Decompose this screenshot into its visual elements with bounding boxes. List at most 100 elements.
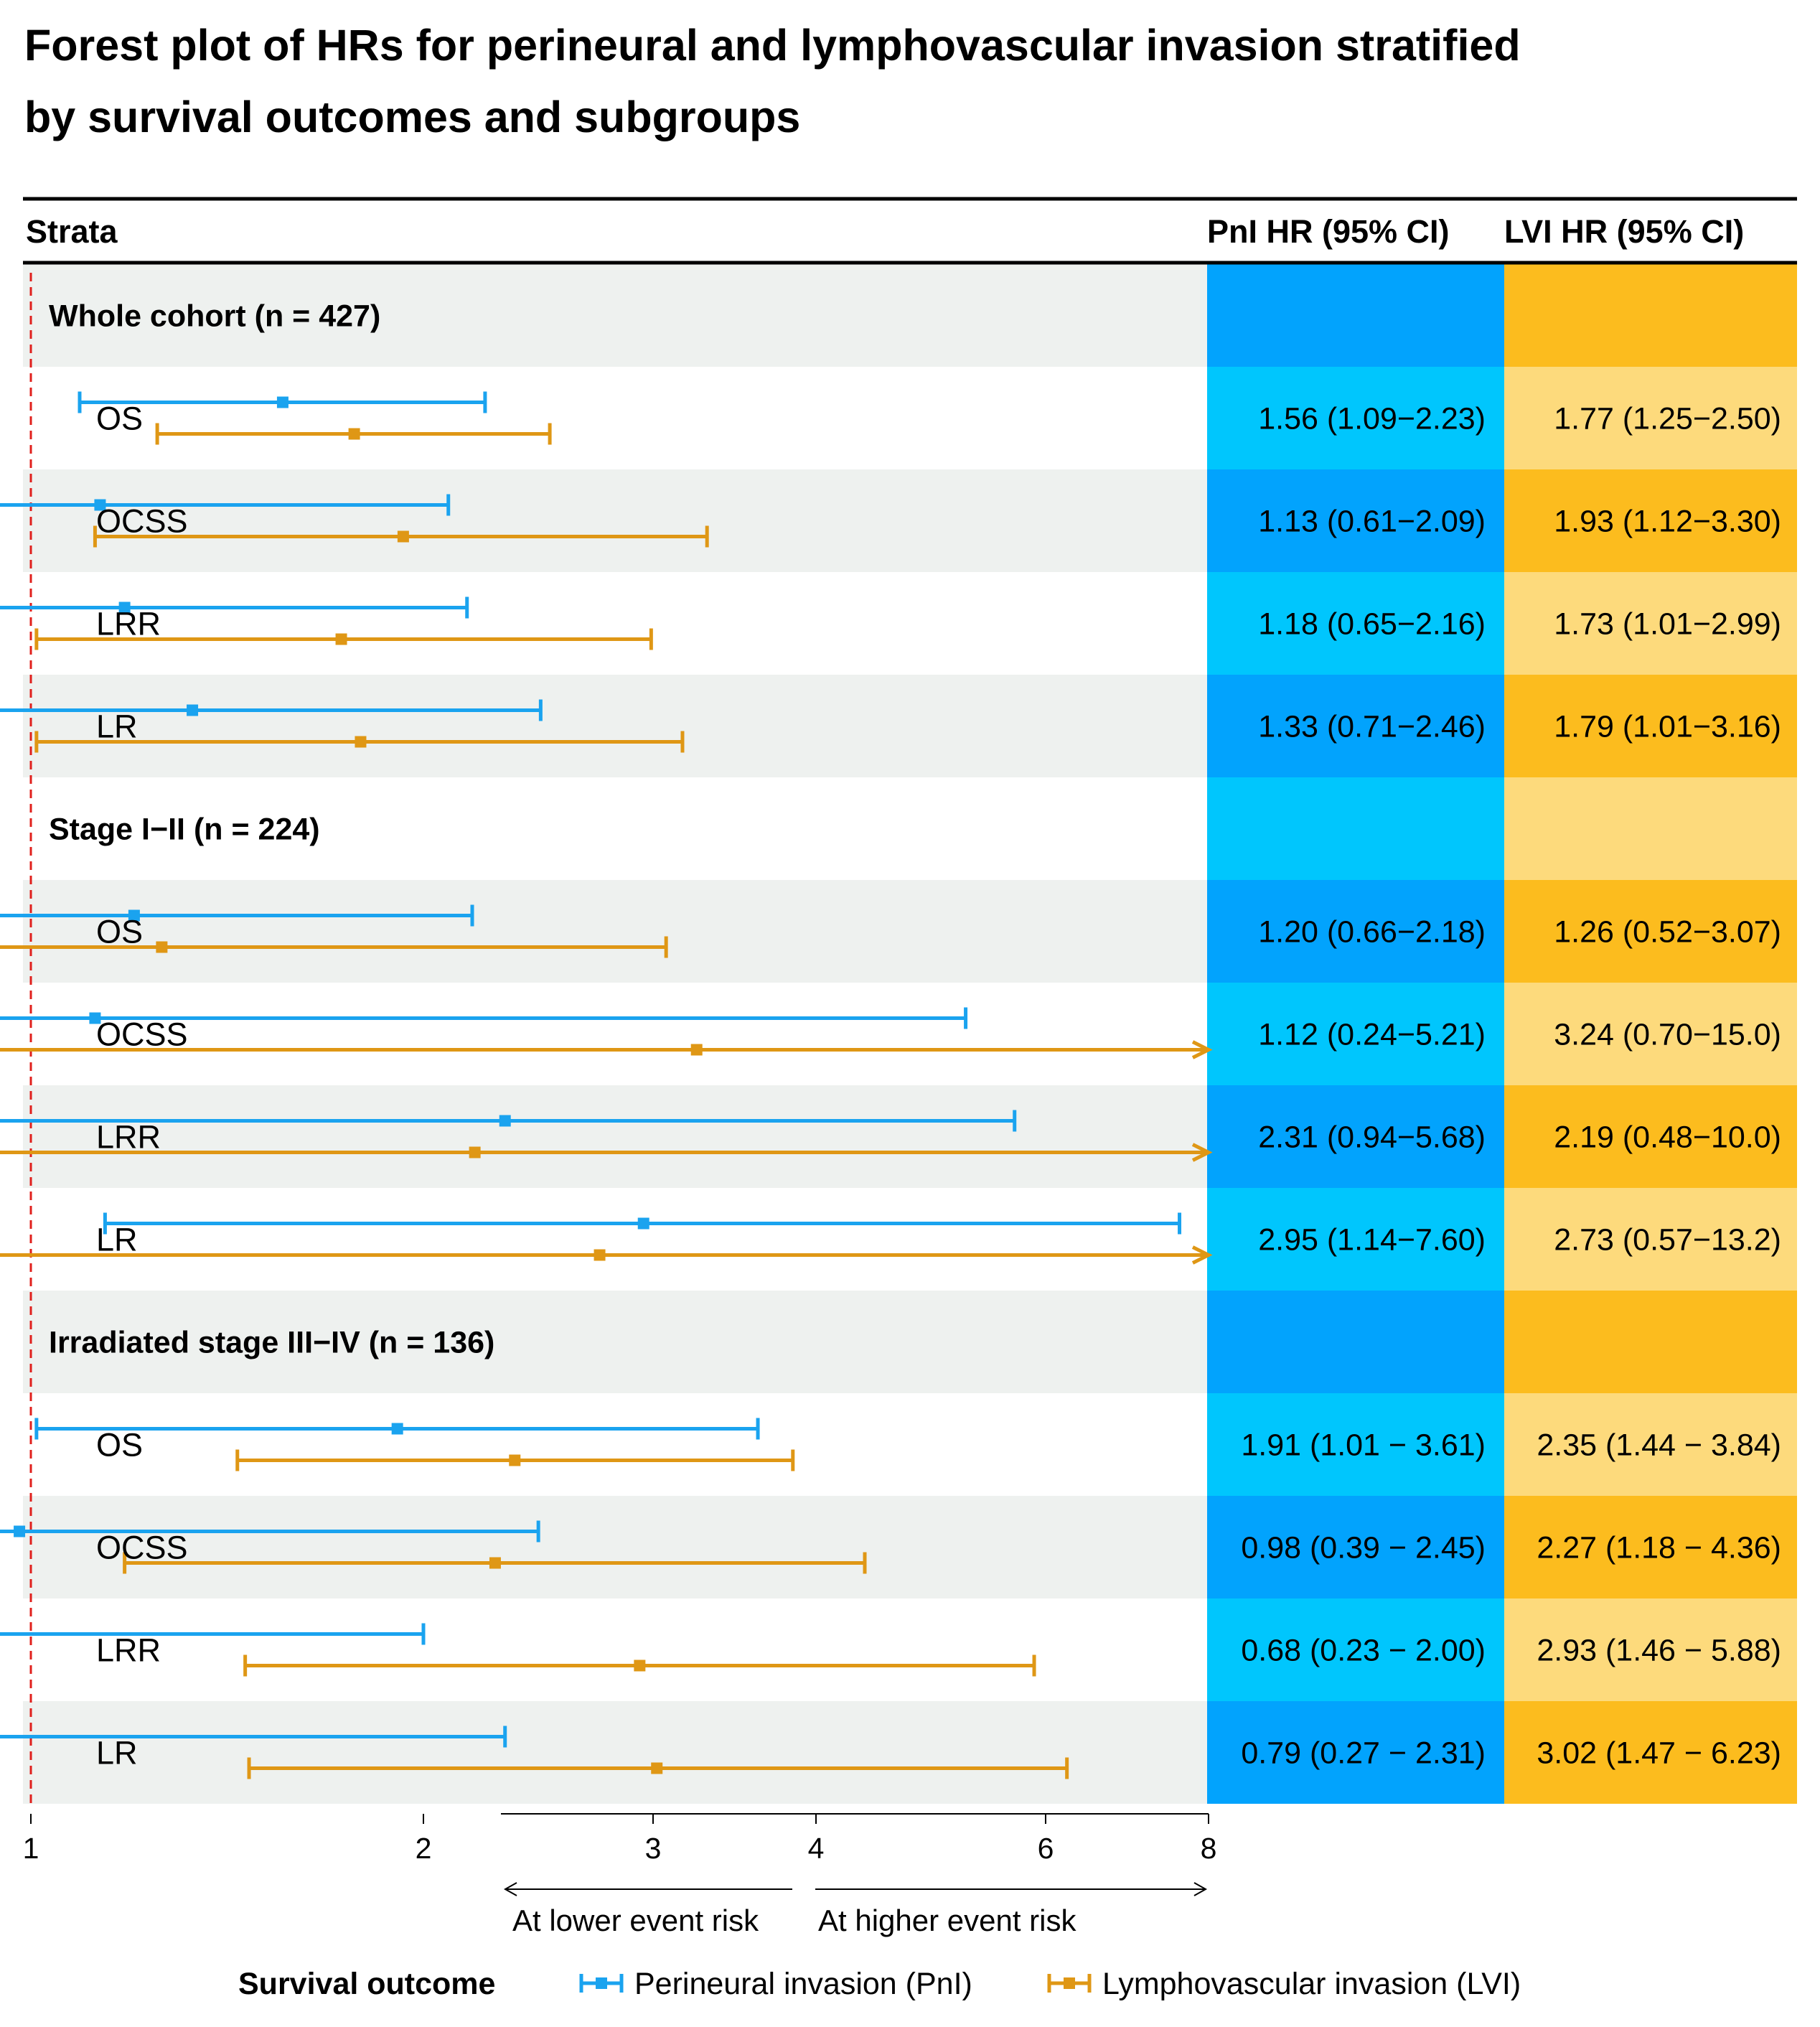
pni-hr-value: 1.56 (1.09−2.23) — [1258, 402, 1486, 436]
lvi-cell — [1504, 1496, 1797, 1598]
pni-point — [89, 1012, 101, 1024]
pni-cell — [1207, 1701, 1504, 1804]
row-label: LRR — [96, 1119, 161, 1156]
column-header-pni: PnI HR (95% CI) — [1207, 213, 1450, 250]
row-band — [23, 1393, 1207, 1496]
lvi-point — [335, 633, 347, 645]
lvi-hr-value: 1.93 (1.12−3.30) — [1554, 505, 1781, 539]
lvi-ci-arrow — [1191, 1040, 1213, 1059]
lvi-cell — [1504, 264, 1797, 367]
row-band — [23, 1496, 1207, 1598]
pni-hr-value: 1.18 (0.65−2.16) — [1258, 607, 1486, 642]
pni-point — [637, 1217, 649, 1230]
pni-cell — [1207, 1496, 1504, 1598]
lvi-hr-value: 1.73 (1.01−2.99) — [1554, 607, 1781, 642]
pni-cell — [1207, 1291, 1504, 1393]
row-band — [23, 1085, 1207, 1188]
pni-hr-value: 2.31 (0.94−5.68) — [1258, 1120, 1486, 1155]
legend-lvi-label: Lymphovascular invasion (LVI) — [1102, 1967, 1521, 2001]
row-label: OCSS — [96, 1016, 188, 1053]
legend-pni-point — [596, 1977, 607, 1989]
pni-hr-value: 0.68 (0.23 − 2.00) — [1241, 1634, 1486, 1668]
row-band — [23, 469, 1207, 572]
lvi-hr-value: 1.77 (1.25−2.50) — [1554, 402, 1781, 436]
x-tick-label: 8 — [1201, 1832, 1217, 1865]
pni-hr-value: 1.12 (0.24−5.21) — [1258, 1018, 1486, 1052]
lvi-cell — [1504, 1598, 1797, 1701]
lvi-ci-arrow — [1191, 1143, 1213, 1162]
row-label: OCSS — [96, 1530, 188, 1566]
lvi-point — [469, 1146, 481, 1158]
lvi-point — [156, 941, 168, 953]
pni-hr-value: 1.91 (1.01 − 3.61) — [1241, 1428, 1486, 1463]
lvi-cell — [1504, 777, 1797, 880]
row-band — [23, 1188, 1207, 1291]
group-label: Irradiated stage III−IV (n = 136) — [49, 1326, 494, 1360]
x-tick-label: 2 — [416, 1832, 432, 1865]
pni-cell — [1207, 777, 1504, 880]
row-label: LRR — [96, 606, 161, 642]
higher-risk-arrowhead — [1193, 1882, 1208, 1896]
lvi-point — [651, 1762, 663, 1774]
lvi-point — [690, 1044, 703, 1056]
pni-point — [118, 601, 131, 614]
lvi-point — [509, 1454, 521, 1466]
group-label: Whole cohort (n = 427) — [49, 299, 380, 334]
lvi-cell — [1504, 367, 1797, 469]
pni-point — [187, 704, 199, 716]
pni-hr-value: 1.13 (0.61−2.09) — [1258, 505, 1486, 539]
group-label: Stage I−II (n = 224) — [49, 813, 320, 847]
pni-hr-value: 2.95 (1.14−7.60) — [1258, 1223, 1486, 1258]
row-label: OS — [96, 1427, 143, 1464]
lvi-hr-value: 3.24 (0.70−15.0) — [1554, 1018, 1781, 1052]
lvi-cell — [1504, 675, 1797, 777]
pni-cell — [1207, 880, 1504, 983]
pni-cell — [1207, 469, 1504, 572]
row-label: LR — [96, 1735, 138, 1771]
row-band — [23, 1598, 1207, 1701]
pni-hr-value: 0.79 (0.27 − 2.31) — [1241, 1736, 1486, 1771]
pni-hr-value: 1.20 (0.66−2.18) — [1258, 915, 1486, 950]
row-band — [23, 367, 1207, 469]
row-label: OS — [96, 401, 143, 437]
lvi-hr-value: 3.02 (1.47 − 6.23) — [1537, 1736, 1781, 1771]
pni-point — [14, 1525, 26, 1537]
lvi-cell — [1504, 1085, 1797, 1188]
lvi-point — [348, 428, 360, 440]
pni-cell — [1207, 983, 1504, 1085]
pni-cell — [1207, 572, 1504, 675]
lvi-cell — [1504, 880, 1797, 983]
lvi-cell — [1504, 983, 1797, 1085]
chart-title-line-1: Forest plot of HRs for perineural and ly… — [24, 21, 1521, 70]
lvi-cell — [1504, 469, 1797, 572]
pni-cell — [1207, 367, 1504, 469]
pni-hr-value: 0.98 (0.39 − 2.45) — [1241, 1531, 1486, 1565]
lvi-ci-arrow — [1191, 1245, 1213, 1265]
legend-lvi-point — [1064, 1977, 1075, 1989]
row-band — [23, 880, 1207, 983]
column-header-strata: Strata — [26, 213, 118, 250]
column-header-lvi: LVI HR (95% CI) — [1504, 213, 1744, 250]
row-band — [23, 675, 1207, 777]
pni-point — [94, 499, 106, 511]
pni-point — [276, 396, 289, 408]
pni-point — [499, 1115, 511, 1127]
lvi-point — [594, 1249, 606, 1261]
row-band — [23, 1701, 1207, 1804]
table-text: Strata PnI HR (95% CI) LVI HR (95% CI) Whol… — [23, 213, 1781, 2001]
lvi-cell — [1504, 1188, 1797, 1291]
lvi-point — [397, 530, 409, 543]
row-band — [23, 983, 1207, 1085]
pni-point — [391, 1423, 403, 1435]
lvi-hr-value: 2.73 (0.57−13.2) — [1554, 1223, 1781, 1258]
plot-marks — [0, 391, 1213, 1993]
lvi-cell — [1504, 1701, 1797, 1804]
lvi-hr-value: 1.26 (0.52−3.07) — [1554, 915, 1781, 950]
chart-title-line-2: by survival outcomes and subgroups — [24, 93, 800, 141]
pni-cell — [1207, 675, 1504, 777]
x-tick-label: 6 — [1038, 1832, 1054, 1865]
row-band — [23, 264, 1207, 367]
pni-cell — [1207, 1598, 1504, 1701]
pni-hr-value: 1.33 (0.71−2.46) — [1258, 710, 1486, 744]
